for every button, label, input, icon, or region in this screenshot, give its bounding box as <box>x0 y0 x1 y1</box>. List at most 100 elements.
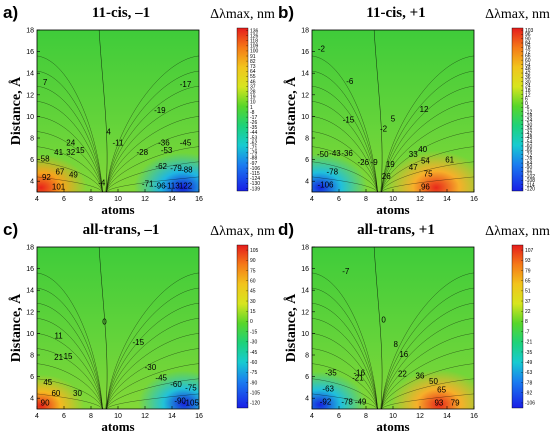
y-axis-label: Distance, Å <box>283 293 299 362</box>
contour-label: -21 <box>352 374 364 383</box>
contour-label: -2 <box>318 44 326 53</box>
colorbar-tick-label: -35 <box>525 350 532 356</box>
colorbar-tick-label: -71 <box>250 146 257 152</box>
y-tick-label: 14 <box>301 71 309 78</box>
contour-line <box>381 318 474 409</box>
contour-label: 16 <box>399 350 408 359</box>
colorbar-tick-label: 0 <box>250 319 253 325</box>
contour-label: 65 <box>437 386 446 395</box>
contour-label: -36 <box>341 149 353 158</box>
colorbar-tick-label: 0 <box>525 101 528 107</box>
contour-line <box>106 161 199 192</box>
colorbar-tick-label: 66 <box>525 54 531 60</box>
intensity-region <box>138 370 199 409</box>
colorbar <box>236 27 249 192</box>
colorbar-tick-label: 8 <box>525 319 528 325</box>
y-tick-label: 16 <box>26 49 34 56</box>
contour-label: -78 <box>326 167 338 176</box>
colorbar-tick-label: 36 <box>525 75 531 81</box>
contour-label: -92 <box>320 397 332 406</box>
colorbar-tick-label: 107 <box>525 248 534 254</box>
y-tick-label: 12 <box>301 92 309 99</box>
contour-line <box>381 161 474 192</box>
colorbar-tick-label: 60 <box>250 278 256 284</box>
colorbar-tick-label: -96 <box>525 169 532 175</box>
contour-label: 7 <box>43 78 48 87</box>
contour-label: 47 <box>409 163 418 172</box>
contour-label: 60 <box>51 389 60 398</box>
contour-label: -71 <box>142 179 154 188</box>
y-tick-label: 14 <box>26 288 34 295</box>
x-tick-label: 14 <box>168 413 176 420</box>
contour-line <box>312 393 378 409</box>
x-tick-label: 12 <box>141 196 149 203</box>
zero-contour-line <box>98 30 108 192</box>
y-tick-label: 18 <box>26 245 34 252</box>
colorbar-tick-label: 46 <box>250 79 256 85</box>
x-tick-label: 8 <box>89 413 93 420</box>
x-tick-label: 16 <box>195 413 203 420</box>
panel-title: all-trans, +1 <box>357 222 435 238</box>
contour-line <box>37 161 103 192</box>
y-tick-label: 4 <box>305 179 309 186</box>
contour-label: -49 <box>355 397 367 406</box>
contour-label: 49 <box>69 171 78 180</box>
panel-title: 11-cis, +1 <box>366 5 425 21</box>
contour-label: 93 <box>434 399 443 408</box>
colorbar-tick-label: 28 <box>250 89 256 95</box>
contour-label: 24 <box>66 138 75 147</box>
x-tick-label: 4 <box>35 196 39 203</box>
colorbar-tick-label: -114 <box>525 182 535 188</box>
x-tick-label: 4 <box>310 196 314 203</box>
x-tick-label: 10 <box>389 413 397 420</box>
colorbar-tick-label: -24 <box>525 118 532 124</box>
colorbar-tick-label: 15 <box>250 309 256 315</box>
colorbar-tick-label: 118 <box>250 39 258 45</box>
x-tick-label: 8 <box>89 196 93 203</box>
contour-label: 22 <box>398 369 407 378</box>
colorbar-tick-label: -36 <box>525 127 532 133</box>
colorbar-tick-label: -45 <box>250 350 257 356</box>
colorbar-tick-label: -63 <box>525 370 532 376</box>
panel-title: all-trans, –1 <box>83 222 160 238</box>
contour-line <box>37 378 103 409</box>
colorbar-tick-label: 100 <box>250 49 259 55</box>
contour-label: -11 <box>113 138 125 147</box>
contour-label: 4 <box>106 128 111 137</box>
y-tick-label: 6 <box>30 374 34 381</box>
colorbar-tick-label: -60 <box>250 360 257 366</box>
y-tick-label: 10 <box>301 331 309 338</box>
colorbar-title: Δλmax, nm <box>210 224 275 239</box>
contour-label: -105 <box>183 399 200 408</box>
x-axis-label: atoms <box>101 202 134 217</box>
colorbar-tick-label: -75 <box>250 370 257 376</box>
colorbar-tick-label: -139 <box>250 186 260 192</box>
contour-label: 61 <box>445 156 454 165</box>
x-axis-label: atoms <box>376 202 409 217</box>
contour-label: 30 <box>73 389 82 398</box>
colorbar-tick-label: -8 <box>250 110 255 116</box>
zero-contour-line <box>373 30 383 192</box>
colorbar-tick-label: 103 <box>525 28 534 34</box>
colorbar-tick-label: 64 <box>250 69 256 75</box>
panel-letter: b) <box>278 3 294 22</box>
x-tick-label: 4 <box>310 413 314 420</box>
y-tick-label: 10 <box>26 114 34 121</box>
contour-label: 45 <box>43 378 52 387</box>
contour-line <box>381 378 474 409</box>
x-tick-label: 14 <box>443 196 451 203</box>
colorbar-tick-label: 18 <box>525 88 531 94</box>
colorbar-tick-label: -35 <box>250 125 257 131</box>
colorbar-tick-label: 90 <box>525 37 531 43</box>
colorbar-tick-label: -44 <box>250 130 257 136</box>
colorbar-tick-label: 22 <box>525 309 531 315</box>
colorbar-tick-label: -88 <box>250 156 257 162</box>
colorbar-tick-label: 37 <box>250 84 256 90</box>
contour-label: -53 <box>161 146 173 155</box>
y-tick-label: 8 <box>30 136 34 143</box>
contour-label: -62 <box>155 162 167 171</box>
contour-line <box>37 176 103 192</box>
colorbar-tick-label: 30 <box>250 299 256 305</box>
